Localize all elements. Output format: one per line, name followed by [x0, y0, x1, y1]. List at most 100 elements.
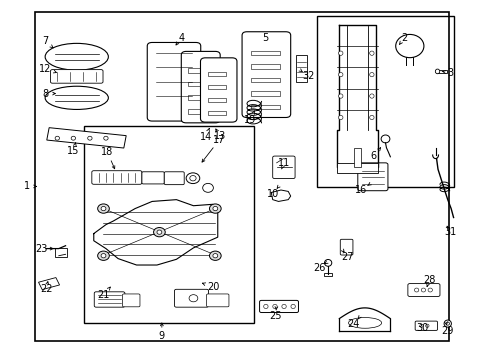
Ellipse shape — [434, 69, 439, 74]
Ellipse shape — [71, 136, 75, 140]
Ellipse shape — [186, 173, 200, 184]
Ellipse shape — [425, 324, 428, 327]
Ellipse shape — [55, 136, 60, 140]
Text: 23: 23 — [35, 244, 47, 253]
FancyBboxPatch shape — [92, 171, 142, 184]
Ellipse shape — [272, 304, 277, 309]
Bar — [207, 111, 225, 115]
Ellipse shape — [98, 204, 109, 213]
FancyBboxPatch shape — [272, 156, 294, 179]
FancyBboxPatch shape — [94, 292, 124, 307]
FancyBboxPatch shape — [147, 42, 201, 121]
Bar — [207, 72, 225, 76]
Bar — [251, 78, 279, 82]
Bar — [336, 163, 377, 173]
Ellipse shape — [209, 251, 221, 260]
Text: 12: 12 — [39, 64, 51, 73]
Bar — [188, 109, 208, 113]
Ellipse shape — [45, 43, 108, 70]
Bar — [251, 91, 279, 96]
Text: 4: 4 — [178, 33, 184, 43]
Polygon shape — [47, 128, 126, 148]
Bar — [55, 248, 66, 257]
Text: 29: 29 — [441, 326, 453, 336]
Ellipse shape — [189, 176, 196, 181]
Text: 3: 3 — [447, 68, 453, 78]
FancyBboxPatch shape — [200, 58, 237, 122]
Text: 18: 18 — [101, 147, 113, 157]
Ellipse shape — [202, 183, 213, 192]
Text: 11: 11 — [278, 158, 290, 168]
FancyBboxPatch shape — [242, 32, 290, 117]
Text: 2: 2 — [400, 33, 407, 43]
Bar — [188, 95, 208, 100]
Ellipse shape — [380, 135, 389, 143]
Ellipse shape — [369, 115, 373, 120]
Bar — [188, 68, 208, 73]
Text: 19: 19 — [244, 115, 256, 125]
Ellipse shape — [427, 288, 431, 292]
Text: 31: 31 — [444, 227, 456, 237]
Ellipse shape — [348, 318, 381, 328]
Ellipse shape — [324, 260, 331, 266]
Ellipse shape — [189, 295, 198, 302]
Text: 25: 25 — [269, 311, 281, 321]
FancyBboxPatch shape — [50, 69, 103, 83]
Ellipse shape — [45, 86, 108, 109]
Text: 8: 8 — [42, 89, 48, 99]
Text: 20: 20 — [207, 282, 219, 292]
Ellipse shape — [101, 206, 106, 211]
Ellipse shape — [87, 136, 92, 140]
Text: 6: 6 — [370, 151, 376, 161]
Bar — [35, 12, 448, 341]
Bar — [317, 16, 453, 187]
Bar — [188, 82, 208, 86]
Text: 21: 21 — [97, 290, 109, 300]
Text: 14: 14 — [199, 132, 211, 142]
Polygon shape — [94, 200, 217, 265]
Ellipse shape — [443, 320, 450, 327]
FancyBboxPatch shape — [142, 172, 164, 184]
Ellipse shape — [338, 51, 342, 55]
Ellipse shape — [395, 35, 423, 58]
Polygon shape — [39, 278, 60, 289]
Text: 30: 30 — [415, 323, 427, 333]
Text: 9: 9 — [159, 332, 164, 342]
FancyBboxPatch shape — [414, 321, 437, 330]
Text: 10: 10 — [266, 189, 278, 199]
Ellipse shape — [338, 94, 342, 98]
Bar — [207, 98, 225, 102]
FancyBboxPatch shape — [407, 284, 439, 296]
Text: 13: 13 — [214, 131, 226, 141]
Text: 22: 22 — [40, 284, 52, 294]
Bar — [207, 85, 225, 89]
Ellipse shape — [209, 204, 221, 213]
Bar — [251, 64, 279, 68]
Ellipse shape — [212, 206, 217, 211]
Text: 28: 28 — [422, 275, 434, 285]
Ellipse shape — [419, 324, 422, 327]
Text: 24: 24 — [347, 319, 359, 329]
Ellipse shape — [212, 253, 217, 258]
FancyBboxPatch shape — [206, 294, 228, 307]
Ellipse shape — [98, 251, 109, 260]
Ellipse shape — [369, 51, 373, 55]
Bar — [324, 273, 331, 276]
Text: 7: 7 — [42, 36, 48, 46]
FancyBboxPatch shape — [164, 172, 184, 185]
Ellipse shape — [414, 288, 418, 292]
Ellipse shape — [338, 115, 342, 120]
Bar — [295, 55, 306, 82]
Bar — [251, 105, 279, 109]
Ellipse shape — [445, 322, 448, 325]
FancyBboxPatch shape — [340, 239, 352, 255]
Bar — [251, 51, 279, 55]
Text: 26: 26 — [312, 263, 325, 273]
FancyBboxPatch shape — [181, 51, 220, 123]
Ellipse shape — [103, 136, 108, 140]
Polygon shape — [271, 190, 290, 202]
Text: 1: 1 — [24, 181, 30, 192]
FancyBboxPatch shape — [174, 289, 208, 307]
Ellipse shape — [369, 72, 373, 77]
Ellipse shape — [101, 253, 106, 258]
